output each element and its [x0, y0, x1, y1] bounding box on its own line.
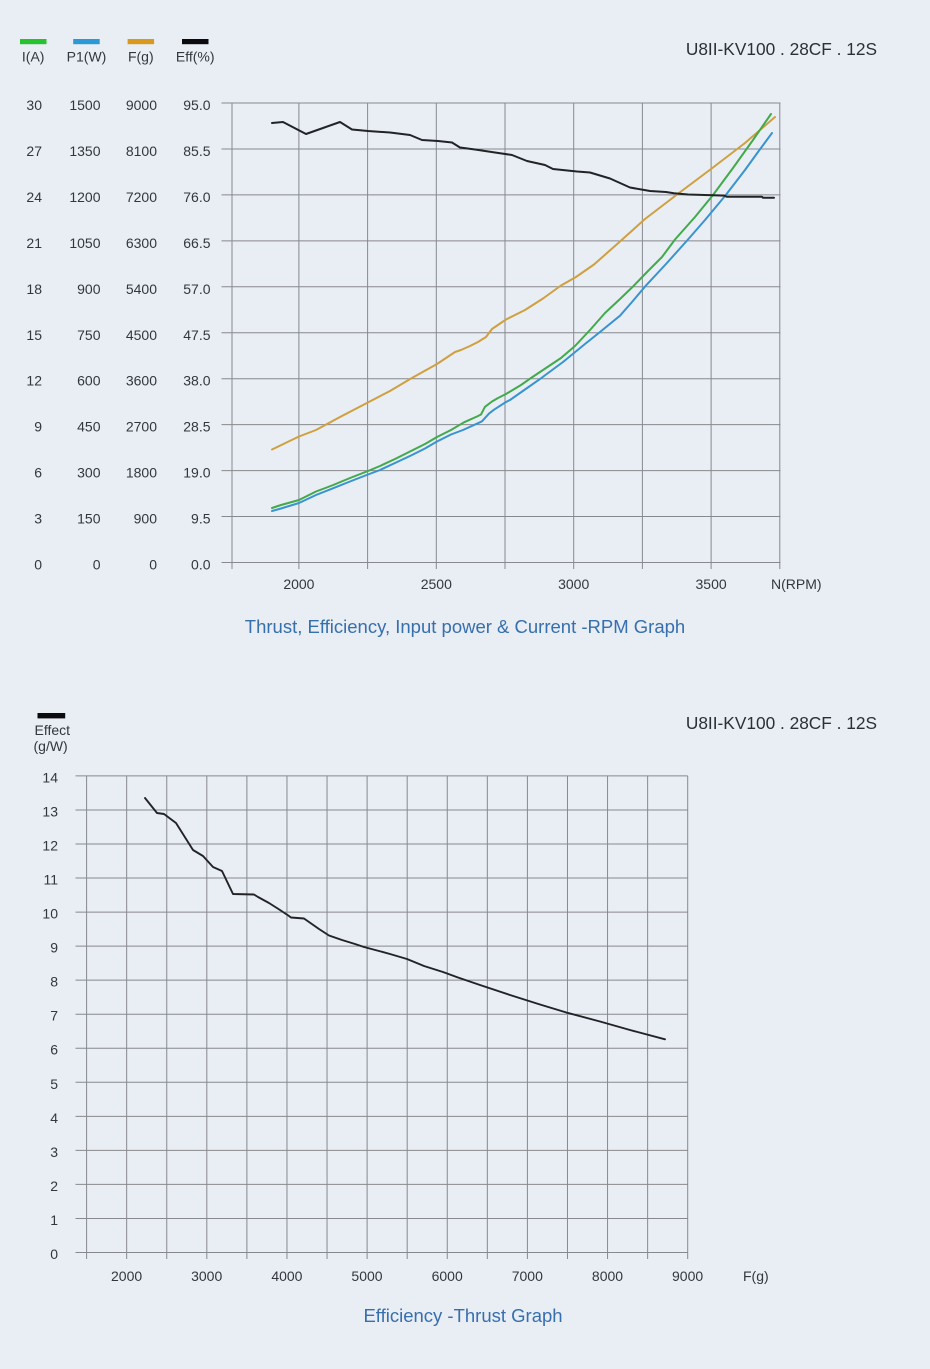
svg-text:9000: 9000: [672, 1268, 703, 1284]
svg-text:6: 6: [34, 465, 42, 481]
svg-text:1350: 1350: [69, 143, 100, 159]
svg-text:300: 300: [77, 465, 101, 481]
svg-text:38.0: 38.0: [183, 373, 210, 389]
svg-text:8: 8: [50, 974, 58, 990]
svg-text:3600: 3600: [126, 373, 157, 389]
svg-text:(g/W): (g/W): [34, 738, 68, 754]
svg-text:0: 0: [93, 557, 101, 573]
svg-text:14: 14: [42, 769, 58, 785]
svg-text:2000: 2000: [283, 576, 314, 592]
svg-text:21: 21: [26, 235, 42, 251]
svg-text:15: 15: [26, 327, 42, 343]
svg-text:7200: 7200: [126, 189, 157, 205]
svg-text:3500: 3500: [696, 576, 727, 592]
svg-text:F(g): F(g): [743, 1268, 769, 1284]
svg-text:2: 2: [50, 1178, 58, 1194]
svg-text:Efficiency -Thrust Graph: Efficiency -Thrust Graph: [363, 1305, 562, 1326]
svg-text:3000: 3000: [558, 576, 589, 592]
svg-text:P1(W): P1(W): [67, 49, 107, 65]
svg-text:3: 3: [34, 511, 42, 527]
svg-text:18: 18: [26, 281, 42, 297]
svg-text:13: 13: [42, 803, 58, 819]
svg-text:1050: 1050: [69, 235, 100, 251]
svg-text:4000: 4000: [271, 1268, 302, 1284]
svg-text:95.0: 95.0: [183, 97, 210, 113]
svg-text:6000: 6000: [432, 1268, 463, 1284]
svg-text:12: 12: [42, 838, 58, 854]
svg-text:3: 3: [50, 1144, 58, 1160]
svg-text:1200: 1200: [69, 189, 100, 205]
svg-text:30: 30: [26, 97, 42, 113]
svg-text:450: 450: [77, 419, 101, 435]
svg-text:66.5: 66.5: [183, 235, 210, 251]
svg-text:1: 1: [50, 1212, 58, 1228]
svg-text:57.0: 57.0: [183, 281, 210, 297]
svg-text:5000: 5000: [351, 1268, 382, 1284]
svg-text:2700: 2700: [126, 419, 157, 435]
svg-text:4: 4: [50, 1110, 58, 1126]
svg-text:9.5: 9.5: [191, 511, 211, 527]
svg-text:6: 6: [50, 1042, 58, 1058]
svg-text:Effect: Effect: [35, 722, 71, 738]
svg-text:1500: 1500: [69, 97, 100, 113]
svg-text:12: 12: [26, 373, 42, 389]
svg-text:1800: 1800: [126, 465, 157, 481]
svg-text:3000: 3000: [191, 1268, 222, 1284]
svg-text:Eff(%): Eff(%): [176, 49, 215, 65]
svg-text:0.0: 0.0: [191, 557, 211, 573]
svg-text:11: 11: [43, 872, 58, 888]
svg-text:U8II-KV100 . 28CF . 12S: U8II-KV100 . 28CF . 12S: [686, 713, 877, 733]
svg-text:47.5: 47.5: [183, 327, 210, 343]
svg-text:10: 10: [42, 906, 58, 922]
svg-text:85.5: 85.5: [183, 143, 210, 159]
svg-text:I(A): I(A): [22, 49, 45, 65]
svg-text:28.5: 28.5: [183, 419, 210, 435]
svg-text:2500: 2500: [421, 576, 452, 592]
svg-text:8100: 8100: [126, 143, 157, 159]
svg-text:6300: 6300: [126, 235, 157, 251]
svg-text:8000: 8000: [592, 1268, 623, 1284]
svg-text:76.0: 76.0: [183, 189, 210, 205]
svg-text:27: 27: [26, 143, 42, 159]
svg-text:9: 9: [50, 940, 58, 956]
svg-text:5: 5: [50, 1076, 58, 1092]
svg-text:900: 900: [77, 281, 101, 297]
svg-text:2000: 2000: [111, 1268, 142, 1284]
svg-text:0: 0: [149, 557, 157, 573]
svg-text:9000: 9000: [126, 97, 157, 113]
svg-text:5400: 5400: [126, 281, 157, 297]
svg-text:900: 900: [134, 511, 158, 527]
svg-text:600: 600: [77, 373, 101, 389]
svg-text:9: 9: [34, 419, 42, 435]
svg-text:24: 24: [26, 189, 42, 205]
svg-text:150: 150: [77, 511, 101, 527]
svg-text:U8II-KV100 . 28CF . 12S: U8II-KV100 . 28CF . 12S: [686, 39, 877, 59]
svg-text:4500: 4500: [126, 327, 157, 343]
svg-text:N(RPM): N(RPM): [771, 576, 822, 592]
svg-text:750: 750: [77, 327, 101, 343]
svg-text:7000: 7000: [512, 1268, 543, 1284]
svg-text:7: 7: [50, 1008, 58, 1024]
svg-text:F(g): F(g): [128, 49, 154, 65]
svg-text:0: 0: [50, 1246, 58, 1262]
svg-text:19.0: 19.0: [183, 465, 210, 481]
svg-text:Thrust, Efficiency, Input powe: Thrust, Efficiency, Input power & Curren…: [245, 616, 685, 637]
svg-text:0: 0: [34, 557, 42, 573]
